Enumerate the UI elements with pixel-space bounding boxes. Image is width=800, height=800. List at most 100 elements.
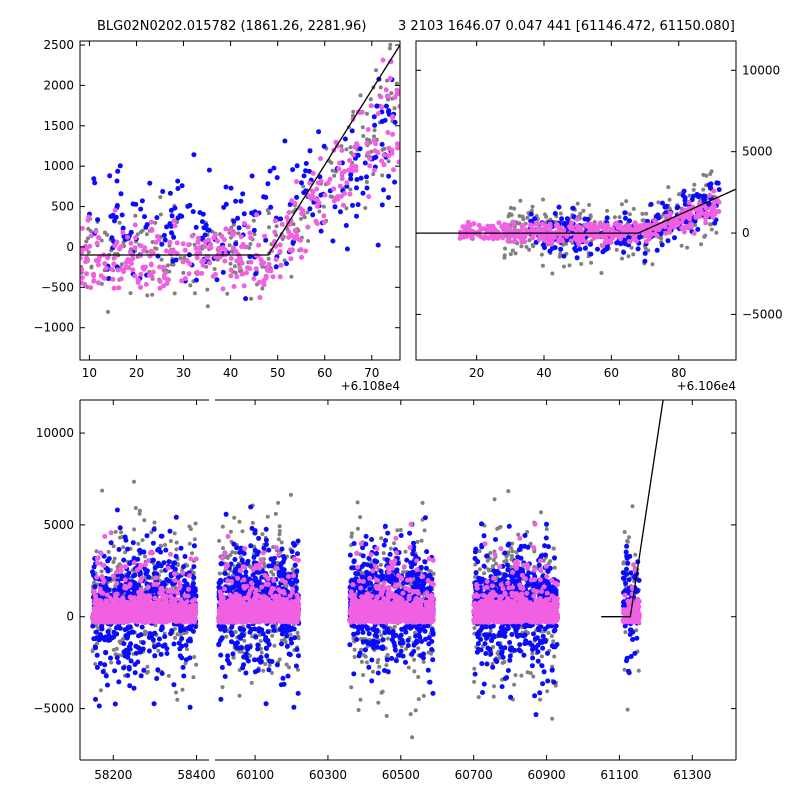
point-gray [620, 256, 624, 261]
point-pink [88, 285, 94, 291]
point-pink [587, 221, 593, 227]
point-pink [162, 611, 168, 616]
y-tick-label: −5000 [742, 307, 783, 321]
point-blue [163, 547, 169, 553]
point-blue [386, 173, 392, 179]
point-pink [172, 223, 178, 229]
point-blue [381, 187, 386, 193]
point-blue [169, 213, 175, 219]
point-gray [228, 261, 233, 266]
point-pink [118, 564, 124, 570]
point-gray [105, 309, 110, 314]
point-blue [271, 628, 277, 633]
point-blue [342, 136, 348, 142]
point-pink [505, 238, 511, 244]
point-pink [539, 221, 545, 227]
point-blue [109, 235, 115, 241]
point-gray [517, 214, 522, 218]
point-pink [111, 285, 117, 291]
point-gray [704, 173, 709, 178]
point-pink [180, 611, 186, 617]
point-gray [392, 106, 397, 111]
point-pink [234, 274, 240, 280]
point-blue [117, 625, 123, 631]
point-gray [221, 546, 225, 551]
point-gray [277, 524, 282, 529]
point-pink [368, 103, 374, 109]
point-gray [158, 212, 163, 217]
point-pink [602, 240, 608, 246]
point-gray [154, 246, 159, 251]
point-blue [170, 581, 175, 587]
point-gray [629, 245, 634, 250]
point-blue [193, 224, 199, 230]
point-gray [299, 216, 303, 221]
point-blue [250, 572, 256, 578]
title-left: BLG02N0202.015782 (1861.26, 2281.96) [97, 19, 366, 34]
point-blue [125, 626, 131, 631]
point-blue [294, 647, 300, 652]
point-pink [208, 245, 214, 251]
point-gray [626, 254, 631, 259]
point-pink [297, 206, 303, 211]
point-blue [166, 578, 172, 584]
point-pink [85, 257, 91, 263]
point-pink [394, 87, 400, 93]
point-pink [513, 229, 519, 235]
point-blue [663, 203, 669, 209]
point-pink [647, 222, 653, 228]
point-blue [146, 648, 152, 654]
point-pink [166, 605, 171, 611]
point-pink [132, 222, 138, 228]
point-pink [325, 180, 331, 186]
point-blue [635, 246, 641, 252]
point-pink [200, 262, 206, 268]
point-gray [685, 245, 690, 250]
point-pink [688, 211, 694, 217]
point-blue [127, 683, 133, 689]
point-blue [574, 255, 580, 261]
point-gray [351, 109, 356, 114]
point-pink [104, 605, 110, 611]
point-pink [108, 610, 114, 616]
point-pink [379, 104, 385, 110]
point-pink [139, 618, 145, 624]
point-gray [503, 246, 507, 251]
point-blue [290, 540, 296, 546]
point-blue [118, 191, 124, 197]
point-gray [178, 633, 183, 637]
point-blue [144, 222, 150, 228]
point-gray [192, 291, 197, 296]
point-pink [367, 163, 373, 169]
point-pink [298, 247, 304, 253]
point-blue [146, 574, 152, 580]
point-blue [349, 128, 355, 134]
point-pink [307, 180, 313, 186]
point-pink [385, 130, 391, 135]
point-blue [248, 504, 254, 510]
point-blue [301, 173, 307, 179]
point-gray [193, 521, 198, 526]
point-blue [350, 202, 355, 208]
point-blue [177, 213, 183, 219]
point-blue [372, 122, 378, 128]
point-blue [99, 626, 105, 632]
point-blue [266, 667, 272, 673]
point-pink [174, 240, 180, 246]
point-blue [702, 193, 708, 199]
point-blue [306, 168, 312, 174]
point-gray [367, 138, 371, 142]
point-pink [314, 186, 320, 192]
point-blue [261, 194, 267, 200]
point-pink [630, 227, 636, 233]
point-gray [516, 221, 521, 226]
point-gray [112, 556, 117, 561]
point-blue [112, 668, 118, 674]
point-gray [158, 195, 163, 200]
point-pink [185, 612, 191, 618]
point-blue [588, 241, 593, 247]
point-pink [105, 619, 111, 625]
point-pink [668, 223, 674, 228]
point-gray [544, 214, 549, 219]
point-gray [165, 263, 170, 268]
